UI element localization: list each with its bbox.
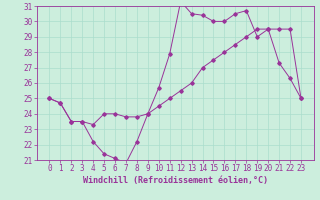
X-axis label: Windchill (Refroidissement éolien,°C): Windchill (Refroidissement éolien,°C) — [83, 176, 268, 185]
